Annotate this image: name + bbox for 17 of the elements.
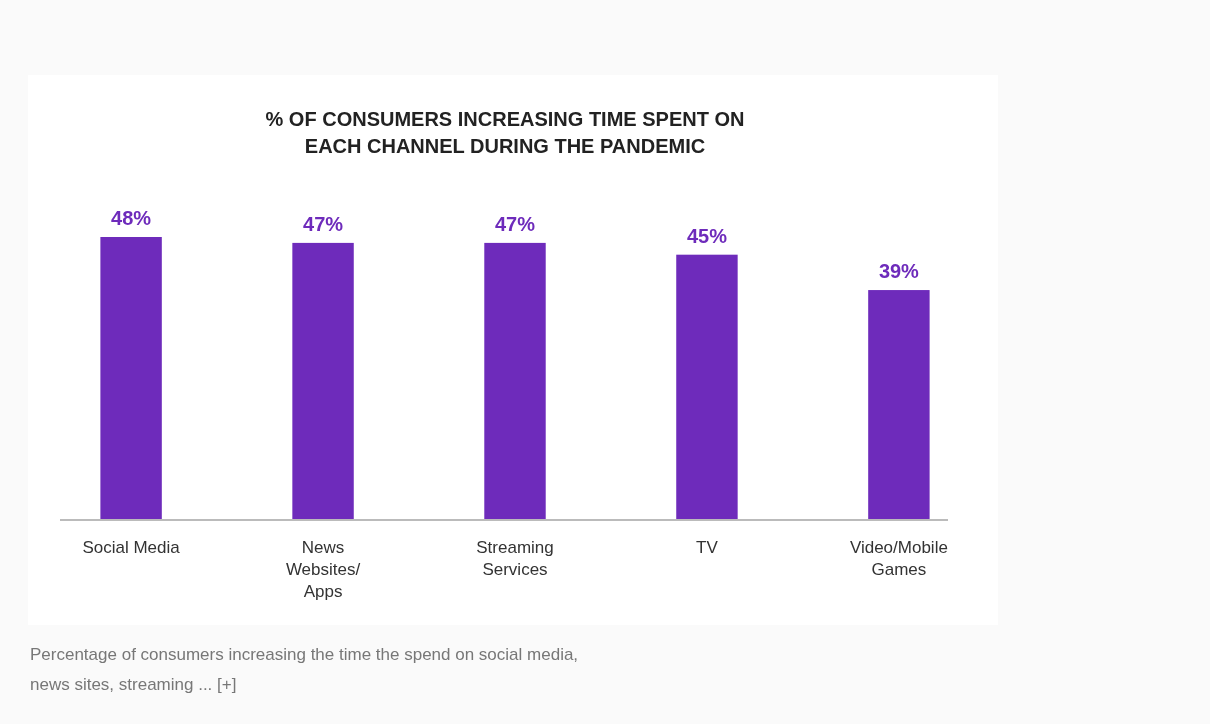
chart-title: % OF CONSUMERS INCREASING TIME SPENT ON EACH CHANNEL DURING THE PANDEMIC: [265, 108, 745, 157]
bar: [100, 237, 162, 520]
bar: [484, 242, 546, 520]
bar: [292, 242, 354, 520]
x-tick-label: Video/Mobile Games: [849, 538, 948, 579]
bar: [676, 254, 738, 520]
bar: [868, 290, 930, 520]
data-label: 47%: [494, 212, 536, 235]
text: Percentage of consumers increasing the time the spend on social media, news sites, streaming ... [+]: [30, 645, 579, 694]
data-label: 47%: [303, 212, 344, 235]
x-tick-label: Social Media: [82, 538, 181, 557]
x-tick-label: TV: [696, 538, 719, 557]
x-tick-label: News Websites/ Apps: [285, 538, 361, 601]
x-tick-label: Streaming Services: [476, 538, 554, 579]
data-label: 48%: [111, 207, 152, 229]
data-label: 39%: [878, 260, 920, 283]
data-label: 45%: [686, 224, 728, 247]
